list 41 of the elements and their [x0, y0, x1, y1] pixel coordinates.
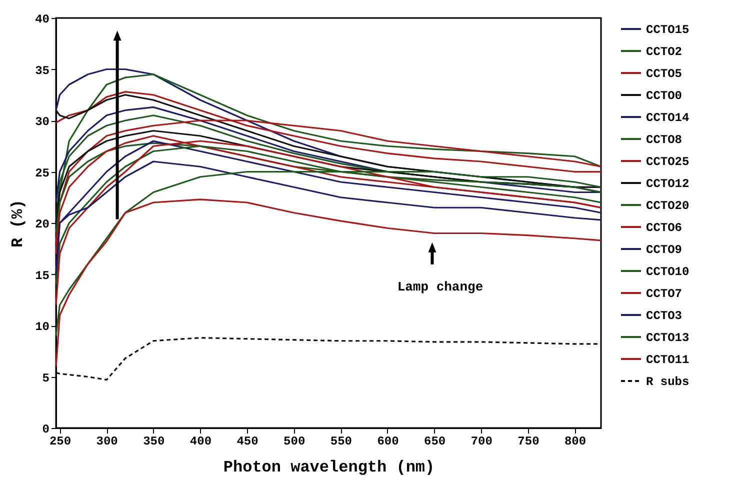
- x-tick-label: 450: [236, 434, 258, 448]
- legend-label: CCTO6: [646, 221, 682, 235]
- y-tick-label: 0: [42, 422, 50, 436]
- y-tick-label: 30: [35, 115, 50, 129]
- legend-label: R subs: [646, 375, 690, 389]
- x-tick-label: 400: [190, 434, 212, 448]
- x-tick-label: 300: [96, 434, 118, 448]
- x-tick-label: 600: [377, 434, 399, 448]
- legend-label: CCTO10: [646, 265, 690, 279]
- x-tick-label: 750: [518, 434, 540, 448]
- x-tick-label: 500: [284, 434, 306, 448]
- legend-label: CCTO20: [646, 199, 690, 213]
- y-tick-label: 20: [35, 218, 50, 232]
- legend-label: CCTO14: [646, 111, 690, 125]
- legend-label: CCTO11: [646, 353, 690, 367]
- y-tick-label: 5: [42, 371, 50, 386]
- x-tick-label: 350: [143, 434, 165, 448]
- legend-label: CCTO5: [646, 67, 682, 81]
- legend-label: CCTO3: [646, 309, 682, 323]
- legend-label: CCTO15: [646, 23, 690, 37]
- y-tick-label: 15: [35, 268, 50, 283]
- x-tick-label: 550: [330, 434, 352, 448]
- legend-label: CCTO7: [646, 287, 682, 301]
- x-tick-label: 800: [564, 434, 586, 448]
- y-tick-label: 25: [35, 166, 50, 180]
- annotation: Lamp change: [397, 279, 484, 294]
- y-tick-label: 35: [35, 64, 50, 78]
- y-tick-label: 40: [35, 12, 50, 26]
- legend-label: CCTO8: [646, 133, 682, 147]
- x-tick-label: 250: [49, 434, 72, 448]
- x-tick-label: 650: [424, 434, 446, 448]
- legend-label: CCTO0: [646, 89, 682, 103]
- legend-label: CCTO25: [646, 155, 690, 169]
- x-axis-title: Photon wavelength (nm): [223, 458, 435, 476]
- legend-label: CCTO2: [646, 45, 682, 59]
- y-tick-label: 10: [35, 320, 50, 334]
- legend-label: CCTO9: [646, 243, 682, 257]
- legend-label: CCTO13: [646, 331, 690, 345]
- y-axis-title: R (%): [9, 199, 28, 248]
- x-tick-label: 700: [470, 434, 492, 448]
- legend-label: CCTO12: [646, 177, 690, 191]
